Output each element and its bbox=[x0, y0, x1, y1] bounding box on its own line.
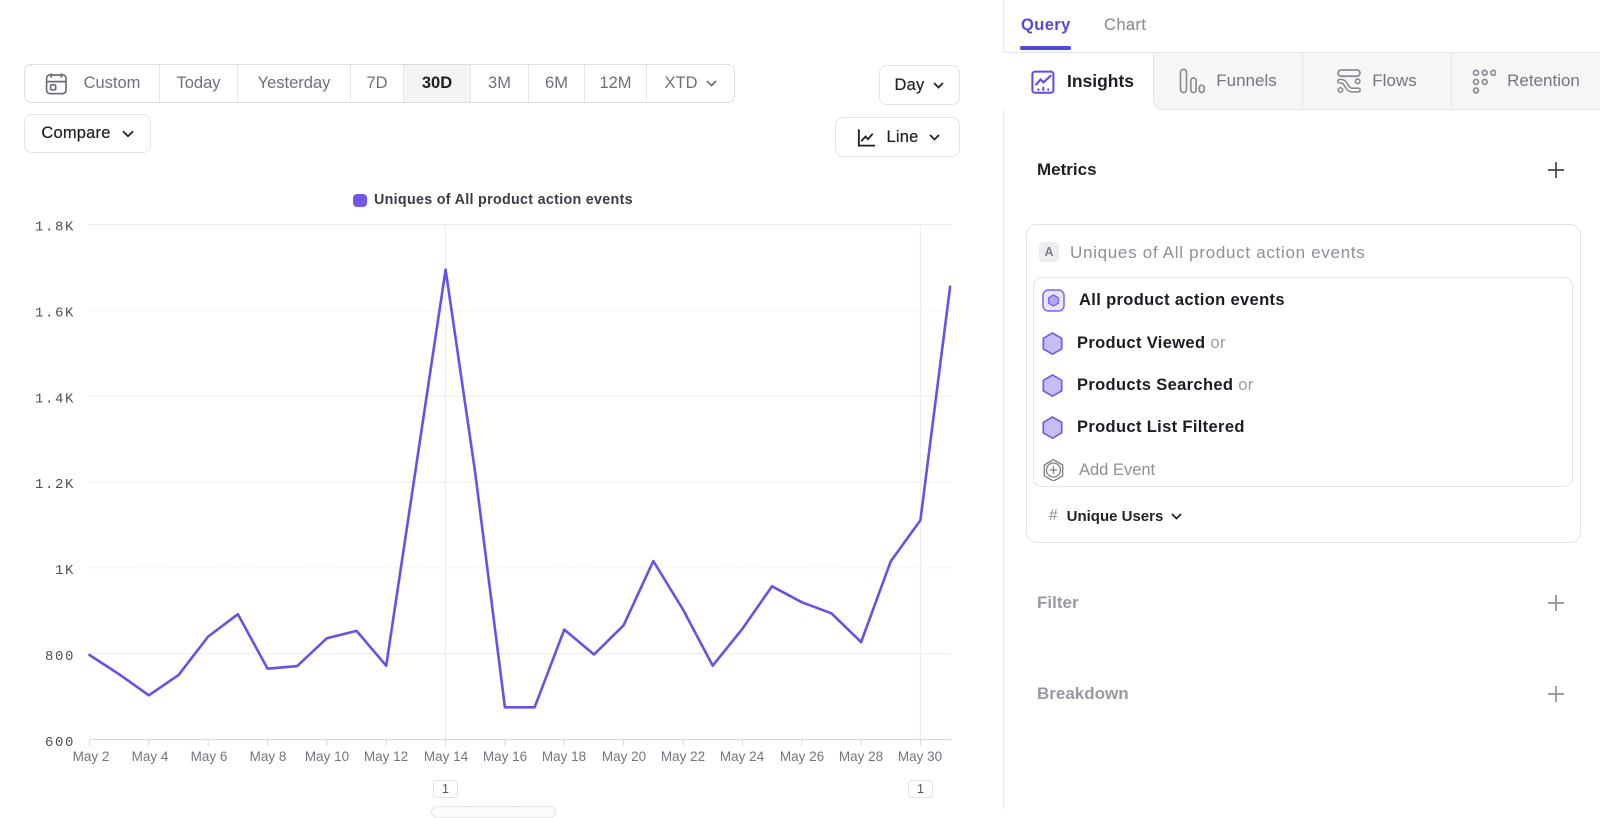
svg-text:1.8K: 1.8K bbox=[35, 220, 75, 236]
svg-text:1.2K: 1.2K bbox=[35, 477, 75, 493]
svg-text:May 18: May 18 bbox=[542, 749, 586, 764]
svg-text:May 20: May 20 bbox=[602, 749, 646, 764]
svg-text:May 16: May 16 bbox=[483, 749, 527, 764]
svg-text:1.4K: 1.4K bbox=[35, 392, 75, 408]
svg-text:May 22: May 22 bbox=[661, 749, 705, 764]
svg-text:May 14: May 14 bbox=[424, 749, 469, 764]
svg-text:800: 800 bbox=[45, 649, 75, 665]
svg-text:1.6K: 1.6K bbox=[35, 306, 75, 322]
svg-text:May 12: May 12 bbox=[364, 749, 408, 764]
svg-text:May 26: May 26 bbox=[780, 749, 824, 764]
svg-text:May 2: May 2 bbox=[73, 749, 110, 764]
svg-text:May 8: May 8 bbox=[250, 749, 287, 764]
svg-text:1K: 1K bbox=[55, 563, 75, 579]
svg-text:May 28: May 28 bbox=[839, 749, 883, 764]
svg-text:May 30: May 30 bbox=[898, 749, 942, 764]
svg-text:May 24: May 24 bbox=[720, 749, 765, 764]
svg-text:May 4: May 4 bbox=[132, 749, 169, 764]
svg-text:600: 600 bbox=[45, 735, 75, 751]
svg-text:May 6: May 6 bbox=[191, 749, 228, 764]
svg-text:May 10: May 10 bbox=[305, 749, 349, 764]
